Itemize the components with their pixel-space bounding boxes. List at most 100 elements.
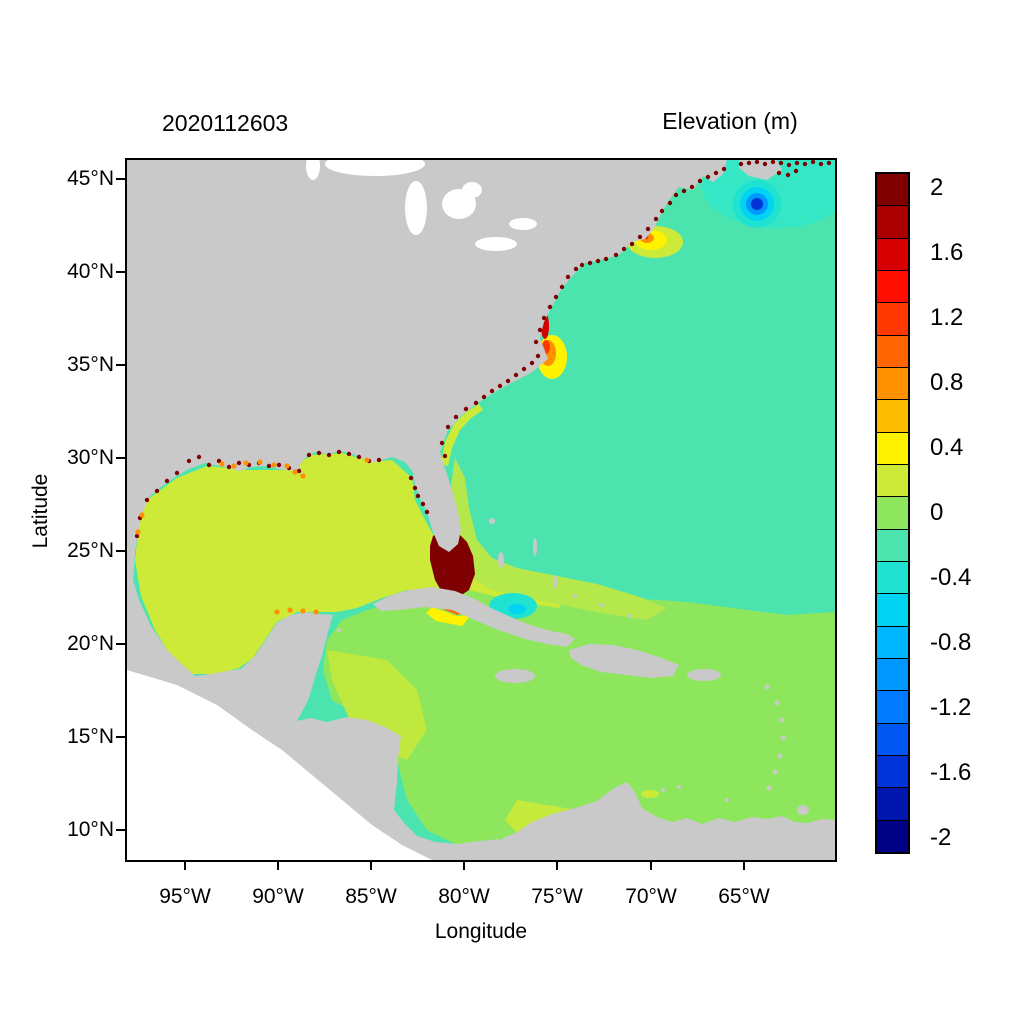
coastal-surge-speck-dark-red: [346, 451, 352, 457]
coastal-surge-speck-dark-red: [579, 262, 585, 268]
coastal-surge-speck-dark-red: [785, 172, 791, 178]
y-axis-tick-mark: [116, 643, 125, 645]
land-south-america: [495, 782, 835, 860]
coastal-surge-speck-dark-red: [196, 454, 202, 460]
y-axis-tick-mark: [116, 457, 125, 459]
colorbar-block: [877, 367, 908, 401]
land-bahamas-island: [573, 594, 577, 598]
ocean-caribbean: [323, 580, 835, 860]
land-antilles-island: [772, 769, 778, 775]
coastal-surge-speck-orange: [219, 461, 225, 467]
land-antilles-island: [779, 717, 785, 723]
coastal-surge-speck-dark-red: [521, 366, 527, 372]
x-axis-tick-mark: [650, 861, 652, 870]
coastal-surge-speck-dark-red: [770, 160, 776, 165]
coastal-surge-speck-dark-red: [786, 162, 792, 168]
coastal-surge-speck-dark-red: [537, 327, 543, 333]
colorbar-block: [877, 723, 908, 756]
colorbar-tick-label: -0.8: [930, 628, 972, 656]
coastal-surge-speck-dark-red: [420, 501, 426, 507]
colorbar-block: [877, 755, 908, 789]
coastal-surge-speck-dark-red: [547, 304, 553, 310]
x-axis-tick-label: 65°W: [718, 885, 770, 908]
coastal-surge-speck-dark-red: [306, 452, 312, 458]
coastal-surge-speck-dark-red: [802, 161, 808, 167]
x-axis-tick-label: 80°W: [438, 885, 490, 908]
y-axis-tick-label: 10°N: [67, 818, 114, 841]
colorbar-tick-label: 0.8: [930, 369, 964, 397]
y-axis-tick-label: 35°N: [67, 353, 114, 376]
lake-erie: [475, 237, 517, 251]
y-axis-tick-label: 30°N: [67, 446, 114, 469]
nova-scotia-low-center: [751, 198, 763, 210]
coastal-surge-speck-dark-red: [667, 200, 673, 206]
colorbar-tick-label: -1.2: [930, 693, 972, 721]
plot-title: 2020112603: [162, 110, 289, 136]
colorbar-tick-label: 2: [930, 174, 944, 202]
coastal-surge-speck-dark-red: [497, 383, 503, 389]
colorbar-tick-label: -1.6: [930, 758, 972, 786]
x-axis-tick-mark: [184, 861, 186, 870]
coastal-surge-speck-dark-red: [408, 475, 414, 481]
coastal-surge-speck-dark-red: [206, 462, 212, 468]
colorbar-block: [877, 788, 908, 821]
coastal-surge-speck-dark-red: [415, 493, 421, 499]
coastal-surge-speck-dark-red: [154, 488, 160, 494]
coastal-surge-speck-dark-red: [276, 462, 282, 468]
colorbar-block: [877, 303, 908, 336]
colorbar-block: [877, 820, 908, 852]
ocean-venezuela-patch: [641, 790, 659, 798]
colorbar-block: [877, 464, 908, 498]
coastal-surge-speck-dark-red: [673, 192, 679, 198]
coastal-surge-speck-dark-red: [603, 256, 609, 262]
coastal-surge-speck-dark-red: [326, 452, 332, 458]
coastal-surge-speck-dark-red: [565, 274, 571, 280]
coastal-surge-speck-orange: [135, 529, 141, 535]
coastal-surge-speck-orange: [300, 608, 306, 614]
coastal-surge-speck-orange: [284, 463, 290, 469]
coastal-surge-speck-dark-red: [424, 509, 430, 515]
x-axis-tick-label: 95°W: [159, 885, 211, 908]
land-trinidad: [797, 805, 809, 815]
map-plot: [125, 158, 837, 862]
coastal-surge-speck-dark-red: [637, 234, 643, 240]
ocean-bahama-bank-cool-core: [508, 604, 526, 614]
coastal-surge-speck-orange: [231, 463, 237, 469]
colorbar-block: [877, 658, 908, 692]
land-antilles-island: [764, 684, 770, 690]
ocean-west-caribbean-patch: [327, 650, 427, 760]
land-antilles-island: [661, 788, 665, 792]
coastal-surge-speck-dark-red: [529, 360, 535, 366]
coastal-surge-speck-orange: [364, 457, 370, 463]
coastal-surge-speck-dark-red: [653, 216, 659, 222]
y-axis-tick-mark: [116, 178, 125, 180]
x-axis-tick-mark: [743, 861, 745, 870]
y-axis-tick-label: 40°N: [67, 260, 114, 283]
coastal-surge-speck-dark-red: [553, 294, 559, 300]
colorbar-block: [877, 174, 908, 207]
colorbar-block: [877, 206, 908, 239]
coastal-surge-speck-dark-red: [689, 184, 695, 190]
coastal-surge-speck-dark-red: [721, 166, 727, 172]
coastal-surge-speck-dark-red: [463, 406, 469, 412]
coastal-surge-speck-dark-red: [164, 478, 170, 484]
coastal-surge-speck-orange: [274, 609, 280, 615]
land-antilles-island: [780, 735, 786, 741]
coastal-surge-speck-dark-red: [439, 440, 445, 446]
land-bahamas-island: [553, 575, 557, 589]
elevation-map: [127, 160, 835, 860]
land-antilles-island: [677, 785, 681, 789]
lake-superior: [325, 160, 425, 176]
colorbar: [875, 172, 910, 854]
coastal-surge-speck-dark-red: [762, 161, 768, 167]
land-bahamas-island: [600, 603, 604, 607]
colorbar-tick-label: 0.4: [930, 434, 964, 462]
land-turks-island: [628, 614, 632, 618]
coastal-surge-speck-dark-red: [621, 246, 627, 252]
florida-surge-yellow-fringe: [426, 607, 471, 626]
coastal-surge-speck-dark-red: [481, 394, 487, 400]
x-axis-tick-mark: [370, 861, 372, 870]
coastal-surge-speck-dark-red: [559, 284, 565, 290]
coastal-surge-speck-dark-red: [794, 160, 800, 166]
ocean-georgia-coast-band: [441, 404, 483, 466]
